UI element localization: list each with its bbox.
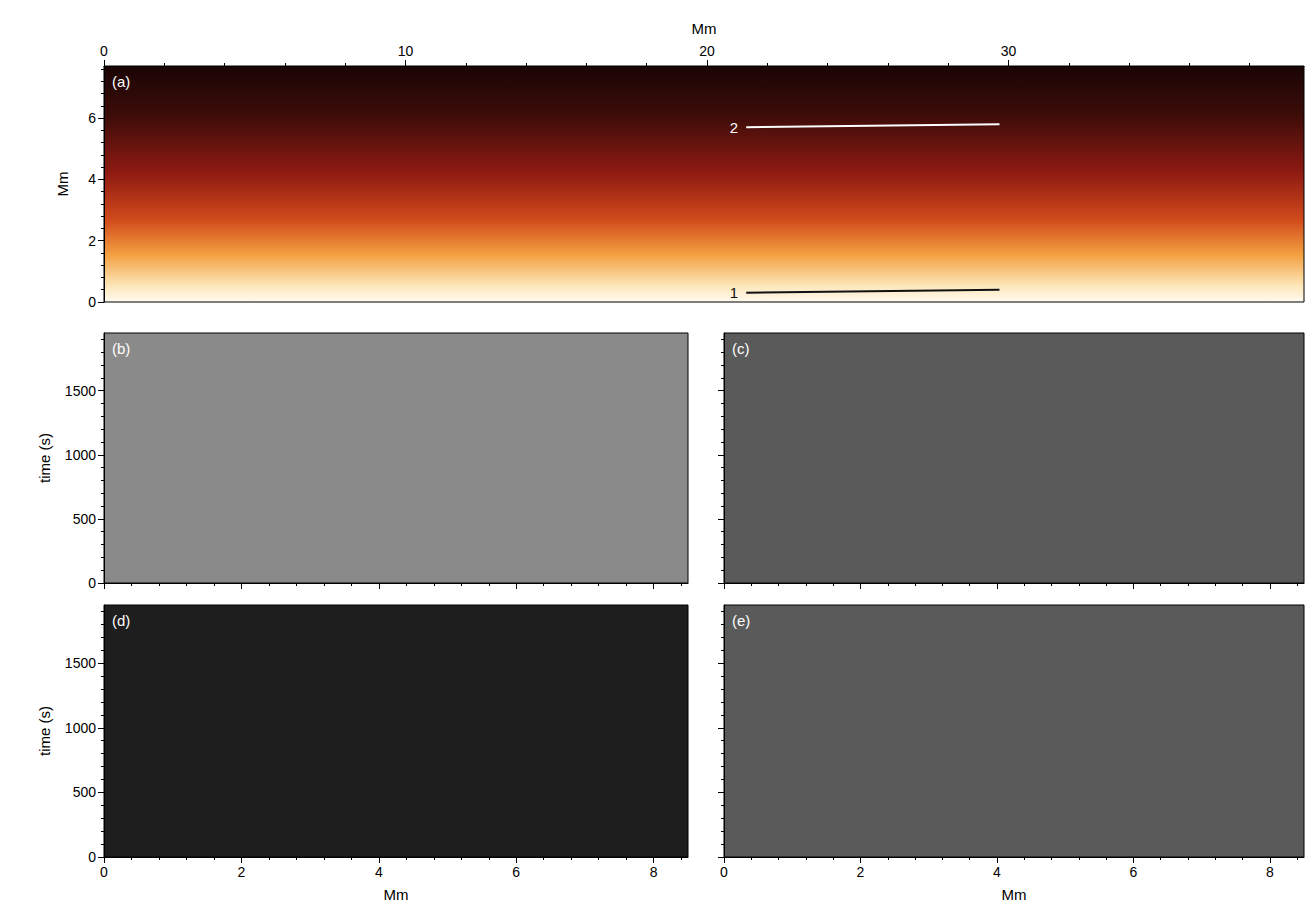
svg-text:(e): (e) <box>732 612 750 629</box>
svg-text:0: 0 <box>720 864 728 880</box>
svg-text:500: 500 <box>73 511 97 527</box>
svg-text:(a): (a) <box>112 73 130 90</box>
svg-text:6: 6 <box>1130 864 1138 880</box>
svg-text:1500: 1500 <box>65 655 96 671</box>
svg-text:2: 2 <box>88 233 96 249</box>
svg-text:20: 20 <box>699 43 715 59</box>
svg-text:2: 2 <box>238 864 246 880</box>
svg-text:10: 10 <box>398 43 414 59</box>
svg-text:4: 4 <box>375 864 383 880</box>
svg-text:4: 4 <box>88 171 96 187</box>
svg-text:8: 8 <box>1266 864 1274 880</box>
svg-text:(d): (d) <box>112 612 130 629</box>
svg-text:0: 0 <box>88 294 96 310</box>
svg-text:1000: 1000 <box>65 447 96 463</box>
svg-text:500: 500 <box>73 784 97 800</box>
svg-text:30: 30 <box>1001 43 1017 59</box>
svg-text:2: 2 <box>857 864 865 880</box>
svg-text:Mm: Mm <box>54 172 71 197</box>
svg-text:0: 0 <box>88 849 96 865</box>
svg-text:4: 4 <box>993 864 1001 880</box>
svg-text:(c): (c) <box>732 340 750 357</box>
svg-text:1: 1 <box>730 284 738 301</box>
svg-text:time (s): time (s) <box>36 433 53 483</box>
svg-text:6: 6 <box>88 110 96 126</box>
svg-text:8: 8 <box>650 864 658 880</box>
svg-text:1000: 1000 <box>65 720 96 736</box>
svg-text:6: 6 <box>512 864 520 880</box>
svg-text:2: 2 <box>730 119 738 136</box>
svg-text:(b): (b) <box>112 340 130 357</box>
svg-text:1500: 1500 <box>65 383 96 399</box>
svg-text:Mm: Mm <box>692 20 717 37</box>
svg-text:time (s): time (s) <box>36 706 53 756</box>
svg-text:0: 0 <box>88 575 96 591</box>
svg-text:0: 0 <box>100 864 108 880</box>
svg-text:0: 0 <box>100 43 108 59</box>
svg-text:Mm: Mm <box>384 886 409 903</box>
svg-text:Mm: Mm <box>1002 886 1027 903</box>
